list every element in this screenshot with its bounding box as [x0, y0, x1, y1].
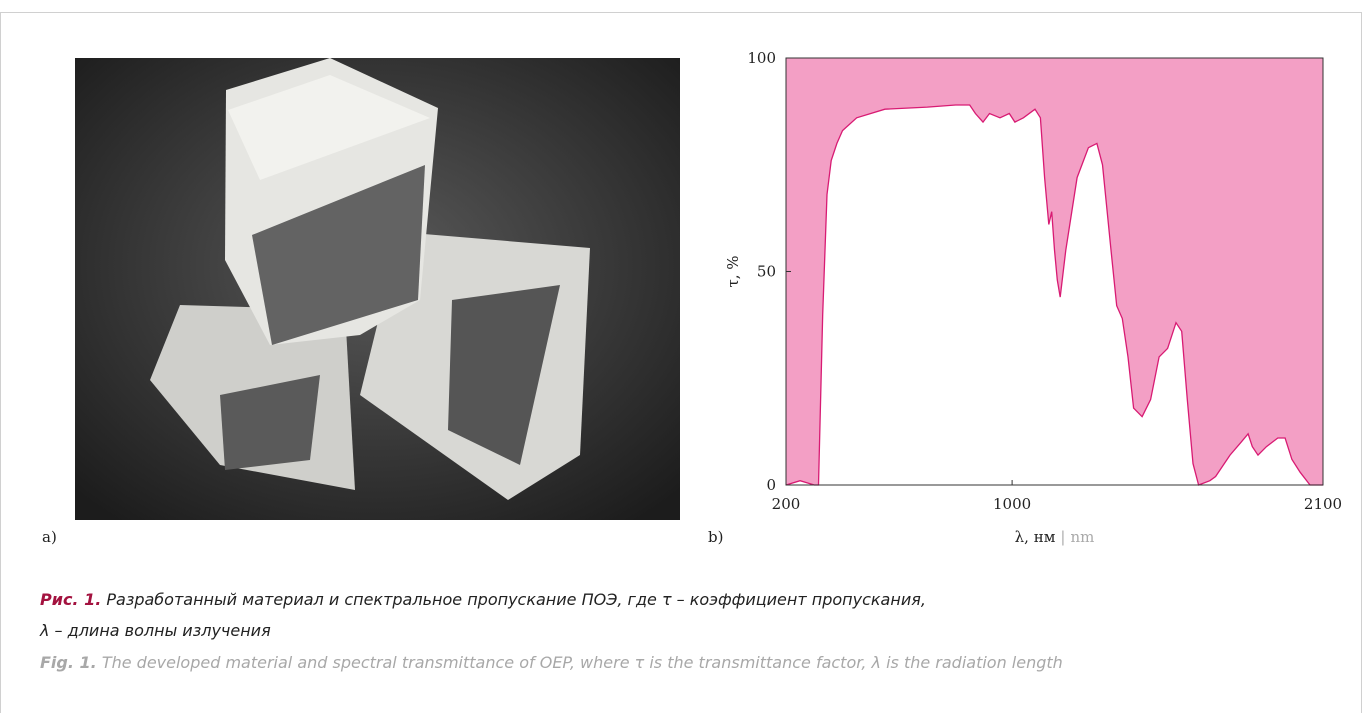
caption-line: Разработанный материал и спектральное пр…	[106, 590, 926, 609]
area-fill	[786, 58, 1323, 485]
caption-text: The developed material and spectral tran…	[102, 653, 1063, 672]
y-tick-label: 0	[766, 476, 776, 494]
caption-en: Fig. 1. The developed material and spect…	[40, 653, 1063, 672]
x-tick-label: 1000	[993, 495, 1031, 513]
photo	[75, 58, 680, 520]
x-tick-label: 200	[772, 495, 801, 513]
panel-label: a)	[42, 528, 57, 546]
caption-ru: Рис. 1. Разработанный материал и спектра…	[40, 590, 926, 609]
caption-label: Рис. 1.	[40, 590, 101, 609]
x-label-separator: |	[1060, 528, 1065, 546]
caption-label: Fig. 1.	[40, 653, 97, 672]
y-axis-label: τ, %	[724, 255, 742, 287]
y-tick-label: 100	[747, 49, 776, 67]
panel-label: b)	[708, 528, 723, 546]
x-tick-label: 2100	[1304, 495, 1342, 513]
x-axis-label: λ, нм| nm	[1015, 528, 1095, 546]
chart: 0 50 100 200 1000 2100 λ, нм| nm τ, %	[724, 49, 1342, 546]
x-label-en: nm	[1070, 528, 1094, 546]
x-label-ru: λ, нм	[1015, 528, 1056, 546]
page: a) b) 0 50 100 200 1000 2100 λ, нм| nm τ, % Рис.…	[0, 0, 1362, 698]
y-tick-label: 50	[757, 263, 776, 281]
figure: a) b) 0 50 100 200 1000 2100 λ, нм| nm τ, % Рис.…	[0, 0, 1362, 698]
caption-line: λ – длина волны излучения	[39, 621, 271, 640]
